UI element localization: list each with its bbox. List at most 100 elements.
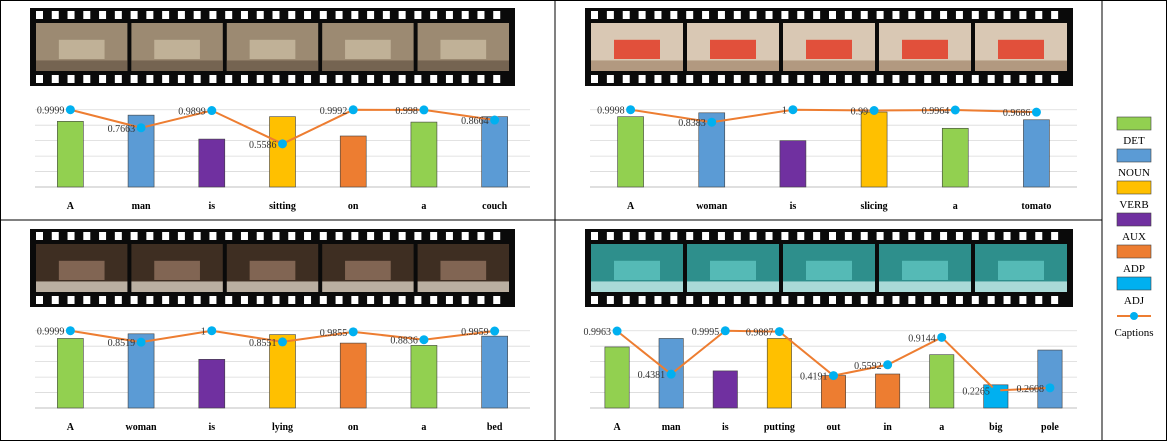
sprocket-hole <box>860 296 868 304</box>
sprocket-hole <box>225 296 233 304</box>
data-label: 0.8519 <box>108 338 136 349</box>
sprocket-hole <box>162 296 170 304</box>
sprocket-hole <box>83 75 91 83</box>
sprocket-hole <box>606 232 614 240</box>
sprocket-hole <box>670 11 678 19</box>
sprocket-hole <box>940 75 948 83</box>
sprocket-hole <box>924 232 932 240</box>
sprocket-hole <box>99 296 107 304</box>
sprocket-hole <box>765 232 773 240</box>
sprocket-hole <box>130 75 138 83</box>
sprocket-hole <box>892 75 900 83</box>
sprocket-hole <box>445 11 453 19</box>
data-label: 0.8383 <box>678 118 706 129</box>
bar-bed <box>481 335 508 409</box>
frame-foreground <box>687 60 779 71</box>
sprocket-hole <box>765 75 773 83</box>
sprocket-hole <box>829 11 836 19</box>
category-label: is <box>208 422 215 433</box>
sprocket-hole <box>892 11 900 19</box>
sprocket-hole <box>781 232 789 240</box>
sprocket-hole <box>272 75 280 83</box>
sprocket-hole <box>83 296 91 304</box>
video-frame <box>36 244 128 292</box>
sprocket-hole <box>272 296 280 304</box>
sprocket-hole <box>414 296 422 304</box>
sprocket-hole <box>940 296 948 304</box>
sprocket-hole <box>876 11 884 19</box>
sprocket-hole <box>209 296 217 304</box>
sprocket-hole <box>461 75 469 83</box>
sprocket-hole <box>461 232 469 240</box>
sprocket-hole <box>445 296 453 304</box>
frame-subject <box>806 39 852 59</box>
bar-a <box>57 121 84 188</box>
video-frame <box>879 23 971 71</box>
sprocket-hole <box>177 232 185 240</box>
sprocket-hole <box>670 296 678 304</box>
sprocket-hole <box>493 75 501 83</box>
sprocket-hole <box>702 11 710 19</box>
legend: DET NOUN VERB AUX ADP ADJ Captions <box>1114 116 1154 339</box>
sprocket-hole <box>940 11 948 19</box>
sprocket-hole <box>351 232 359 240</box>
sprocket-hole <box>319 296 327 304</box>
sprocket-hole <box>256 232 264 240</box>
bar-slicing <box>860 111 888 188</box>
data-label: 0.9887 <box>746 328 774 339</box>
bar-sitting <box>269 116 296 188</box>
video-frame <box>417 244 509 292</box>
bar-on <box>339 135 367 188</box>
video-frame <box>131 23 223 71</box>
frame-subject <box>345 39 391 59</box>
sprocket-hole <box>414 11 422 19</box>
sprocket-hole <box>844 232 852 240</box>
sprocket-hole <box>146 11 154 19</box>
data-label: 0.5586 <box>249 140 277 151</box>
data-label: 0.9964 <box>922 106 950 117</box>
legend-label-verb: VERB <box>1119 199 1148 211</box>
sprocket-hole <box>908 296 916 304</box>
bar-in <box>875 373 901 409</box>
sprocket-hole <box>971 75 979 83</box>
frame-subject <box>249 39 296 59</box>
sprocket-hole <box>288 296 296 304</box>
bar-woman <box>698 112 726 188</box>
sprocket-hole <box>288 11 296 19</box>
chart-panel-top-left: 0.9999 0.7663 0.9899 0.5586 0.9992 0.998 0.866… <box>30 8 530 212</box>
sprocket-hole <box>51 11 59 19</box>
captions-point <box>490 115 500 125</box>
frame-subject <box>58 260 105 280</box>
sprocket-hole <box>445 232 453 240</box>
sprocket-hole <box>749 11 757 19</box>
captions-point <box>626 105 636 115</box>
captions-point <box>883 360 893 370</box>
sprocket-hole <box>1003 75 1011 83</box>
sprocket-hole <box>398 75 406 83</box>
sprocket-hole <box>177 75 185 83</box>
sprocket-hole <box>445 75 453 83</box>
sprocket-hole <box>940 232 948 240</box>
captions-point <box>65 105 75 115</box>
category-label: on <box>348 422 359 433</box>
sprocket-hole <box>670 232 678 240</box>
sprocket-hole <box>114 75 122 83</box>
sprocket-hole <box>51 232 59 240</box>
sprocket-hole <box>654 232 662 240</box>
sprocket-hole <box>622 296 630 304</box>
video-frame <box>226 244 319 292</box>
sprocket-hole <box>1035 296 1043 304</box>
sprocket-hole <box>146 296 154 304</box>
sprocket-hole <box>114 11 122 19</box>
captions-point <box>788 105 798 115</box>
sprocket-hole <box>351 11 359 19</box>
sprocket-hole <box>749 75 757 83</box>
data-label: 0.9855 <box>320 328 348 339</box>
sprocket-hole <box>304 232 312 240</box>
sprocket-hole <box>606 75 614 83</box>
bar-lying <box>269 334 296 409</box>
sprocket-hole <box>414 232 422 240</box>
captions-point <box>1045 383 1055 393</box>
video-frame <box>322 23 414 71</box>
sprocket-hole <box>1003 11 1011 19</box>
